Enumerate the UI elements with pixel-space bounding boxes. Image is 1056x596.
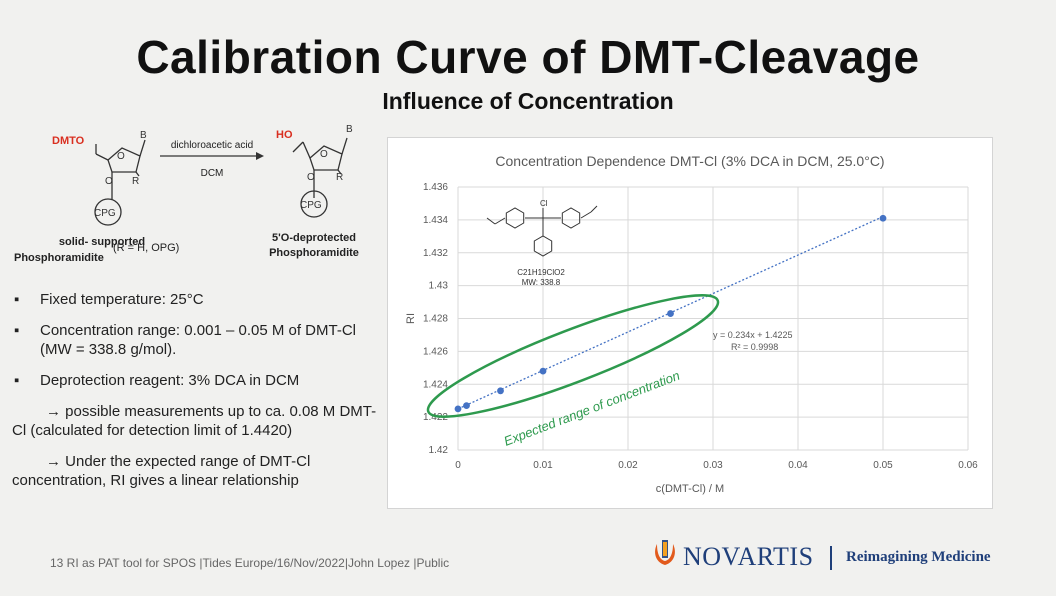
slide-subtitle: Influence of Concentration [382,88,674,114]
x-tick-label: 0.03 [703,460,723,471]
chart-panel: Concentration Dependence DMT-Cl (3% DCA … [387,137,993,509]
novartis-logo-icon [655,540,675,565]
x-axis-label: c(DMT-Cl) / M [656,483,724,495]
molecule-ring [505,207,525,229]
molecule-bond [494,217,506,225]
molecule-mw: MW: 338.8 [522,278,561,287]
y-tick-label: 1.424 [423,379,448,390]
reagent-label: dichloroacetic acid [171,140,253,151]
molecule-bond [590,205,598,213]
r-squared-label: R² = 0.9998 [731,342,778,352]
reactant-name-line1: solid- supported [58,236,146,248]
reactant-group-label: DMTO [52,135,85,147]
solvent-label: DCM [201,168,224,179]
product-name-line1: 5'O-deprotected [272,232,356,244]
y-tick-label: 1.42 [429,445,449,456]
y-tick-label: 1.432 [423,248,448,259]
bullet-text: Concentration range: 0.001 – 0.05 M of D… [40,322,356,358]
x-tick-label: 0.01 [533,460,553,471]
reactant-base-label: B [140,130,147,141]
product-name-line2: Phosphoramidite [269,247,359,259]
y-tick-label: 1.436 [423,182,448,193]
data-point [454,405,462,413]
x-tick-label: 0.04 [788,460,808,471]
x-tick-label: 0 [455,460,461,471]
data-point [879,214,887,222]
reactant-o-label: O [105,176,113,187]
y-tick-label: 1.434 [423,215,448,226]
footer-text: 13 RI as PAT tool for SPOS |Tides Europe… [50,556,450,570]
reactant-cpg-label: CPG [94,208,116,219]
x-tick-label: 0.06 [958,460,978,471]
r-definition: (R = H, OPG) [113,242,180,254]
molecule-bond [486,217,496,225]
reactant-r-label: R [132,176,139,187]
product-r-label: R [336,172,343,183]
product-base-label: B [346,124,353,135]
y-tick-label: 1.422 [423,412,448,423]
chart-title: Concentration Dependence DMT-Cl (3% DCA … [495,153,884,169]
molecule-bond [580,211,592,219]
product-cpg-label: CPG [300,200,322,211]
note-text: → Under the expected range of DMT-Cl con… [12,453,311,489]
slide-title: Calibration Curve of DMT-Cleavage [136,31,920,83]
expected-range-ellipse [426,294,720,418]
product-ring-o: O [320,149,328,160]
x-tick-label: 0.05 [873,460,893,471]
bullet-text: Deprotection reagent: 3% DCA in DCM [40,372,300,389]
bullet-item: ▪ Fixed temperature: 25°C [14,291,204,308]
data-point [463,402,470,410]
note-text: → possible measurements up to ca. 0.08 M… [12,403,377,439]
y-axis-label: RI [405,313,417,324]
bullet-text: Fixed temperature: 25°C [40,291,204,308]
calibration-chart: Concentration Dependence DMT-Cl (3% DCA … [405,153,978,495]
brand-name: NOVARTIS [683,542,814,571]
y-tick-label: 1.426 [423,346,448,357]
trendline-equation: y = 0.234x + 1.4225 [713,330,793,340]
product-o-label: O [307,172,315,183]
x-tick-label: 0.02 [618,460,638,471]
product-structure [292,137,348,218]
brand-tagline: Reimagining Medicine [846,549,991,565]
molecule-ring [533,235,553,257]
reactant-name-line2: Phosphoramidite [14,252,104,264]
bullet-item: ▪ Deprotection reagent: 3% DCA in DCM [14,372,300,389]
product-group-label: HO [276,129,293,141]
expected-range-label: Expected range of concentration [502,368,682,449]
molecule-ring [561,207,581,229]
reactant-structure [94,139,146,226]
molecule-atom-label: Cl [540,199,548,208]
brand-separator [830,546,832,570]
reaction-arrowhead [256,152,264,160]
y-tick-label: 1.43 [429,281,449,292]
bullet-list: ▪ Fixed temperature: 25°C ▪ Concentration … [12,290,382,502]
reactant-ring-o: O [117,151,125,162]
reaction-scheme: DMTO O B R O CPG dichloroacetic acid DCM… [52,124,353,226]
data-point [539,367,547,375]
data-point [667,310,674,317]
y-tick-label: 1.428 [423,314,448,325]
molecule-formula: C21H19ClO2 [517,268,565,277]
data-point [497,387,504,395]
bullet-item: ▪ Concentration range: 0.001 – 0.05 M of … [12,321,382,359]
